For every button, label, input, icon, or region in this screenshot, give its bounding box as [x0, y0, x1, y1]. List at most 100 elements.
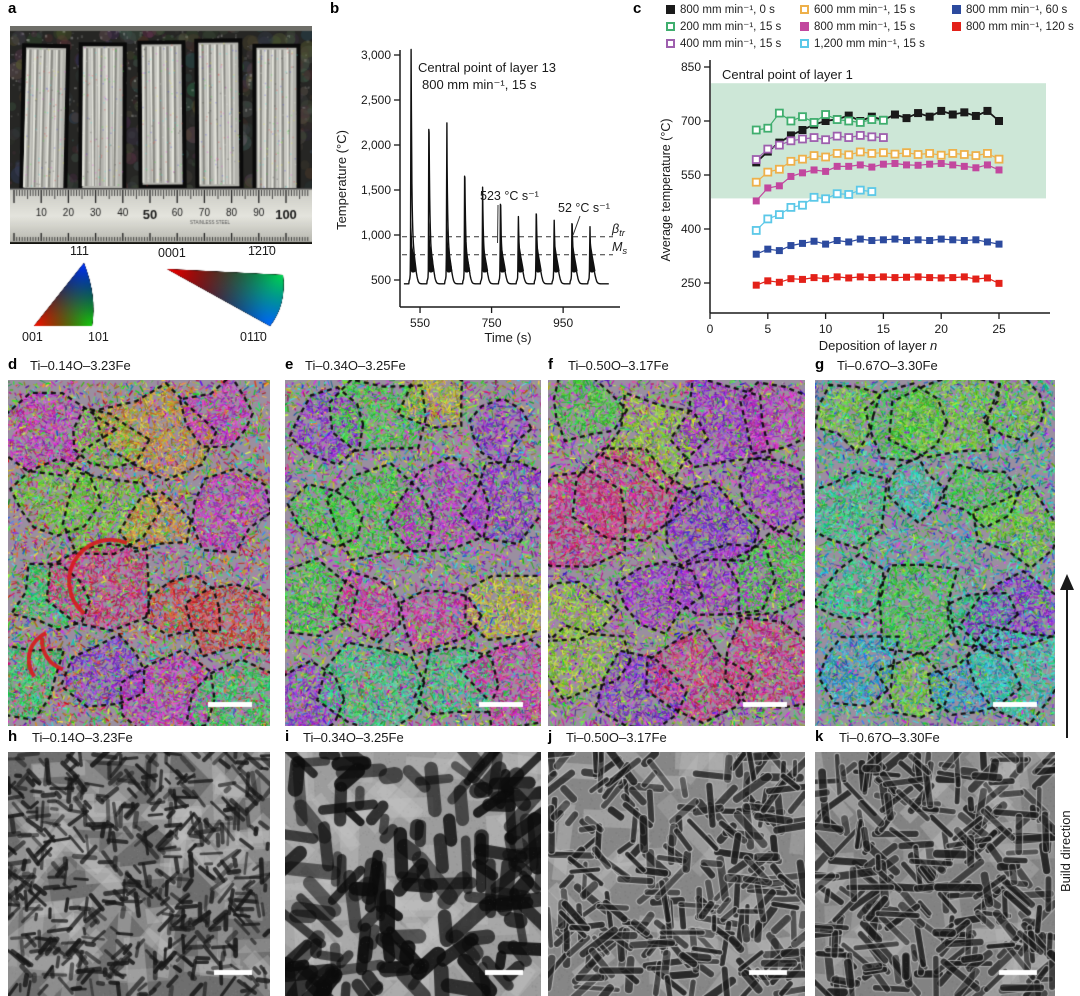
c-x-tick-label: 25 — [992, 322, 1006, 336]
c-marker — [948, 149, 958, 158]
c-marker — [995, 279, 1003, 287]
c-marker — [751, 155, 761, 164]
panel-f-title: Ti–0.50O–3.17Fe — [568, 358, 669, 373]
c-marker — [787, 242, 795, 250]
legend-label: 800 mm min⁻¹, 120 s — [966, 21, 1074, 33]
c-marker — [832, 131, 842, 141]
panel-f-label: f — [548, 356, 553, 373]
c-marker — [960, 273, 968, 281]
legend-item: 400 mm min⁻¹, 15 s — [666, 36, 781, 50]
c-marker — [867, 187, 877, 196]
c-y-tick-label: 550 — [681, 168, 701, 182]
b-temperature-curve — [403, 48, 610, 285]
ipf-hex-label-0001: 0001 — [158, 246, 186, 260]
c-marker — [867, 149, 877, 158]
c-marker — [995, 240, 1003, 248]
c-marker — [844, 190, 854, 199]
b-x-tick-label: 550 — [410, 316, 430, 330]
legend-item: 1,200 mm min⁻¹, 15 s — [800, 36, 925, 50]
c-marker — [936, 150, 946, 160]
panel-c-chart: 250 400 550 700 850 0 5 10 15 20 25 Deposition of l… — [659, 60, 1050, 353]
c-marker — [798, 112, 807, 122]
c-marker — [937, 274, 945, 282]
panel-h-label: h — [8, 728, 18, 745]
ipf-hex-label-1210: 1̄21̄0 — [248, 244, 276, 258]
c-marker — [821, 117, 830, 125]
b-y-tick-label: 500 — [371, 273, 391, 287]
c-marker — [925, 112, 934, 121]
c-marker — [913, 150, 923, 159]
sem-image-i — [285, 752, 541, 996]
c-marker — [845, 274, 853, 282]
c-marker — [809, 151, 819, 160]
c-marker — [971, 111, 980, 120]
c-marker — [902, 114, 911, 123]
c-marker — [821, 152, 831, 162]
build-direction-arrow-icon — [1060, 574, 1074, 738]
c-marker — [856, 273, 864, 281]
c-marker — [786, 202, 796, 212]
legend-label: 200 mm min⁻¹, 15 s — [680, 21, 782, 33]
c-marker — [798, 239, 806, 247]
build-direction-label: Build direction — [1058, 810, 1073, 892]
c-marker — [903, 273, 911, 281]
c-marker — [798, 134, 807, 144]
legend-item: 200 mm min⁻¹, 15 s — [666, 19, 781, 33]
c-marker — [914, 273, 922, 281]
legend-marker-icon — [800, 4, 809, 14]
c-marker — [798, 200, 807, 210]
c-x-tick-label: 5 — [764, 322, 771, 336]
panel-g-label: g — [815, 356, 825, 373]
c-marker — [903, 161, 911, 169]
legend-item: 800 mm min⁻¹, 15 s — [800, 19, 925, 33]
legend-label: 800 mm min⁻¹, 0 s — [680, 4, 775, 16]
c-y-tick-label: 250 — [681, 276, 701, 290]
c-x-tick-label: 10 — [819, 322, 833, 336]
ipf-cubic-key — [28, 258, 113, 333]
c-marker — [995, 117, 1003, 125]
c-marker — [751, 125, 761, 135]
c-marker — [833, 162, 841, 170]
c-marker — [891, 274, 899, 282]
legend-label: 600 mm min⁻¹, 15 s — [814, 4, 916, 16]
c-marker — [878, 148, 888, 158]
c-marker — [937, 106, 946, 115]
legend-item: 800 mm min⁻¹, 120 s — [952, 19, 1074, 33]
c-marker — [855, 118, 865, 127]
b-melt-pool-fill — [446, 217, 453, 273]
c-marker — [832, 189, 842, 199]
c-marker — [786, 116, 796, 126]
panel-i-title: Ti–0.34O–3.25Fe — [303, 730, 404, 745]
panel-a-label: a — [8, 0, 17, 17]
c-marker — [878, 115, 888, 125]
c-marker — [855, 147, 865, 157]
c-marker — [833, 273, 841, 281]
c-marker — [775, 182, 783, 190]
c-marker — [983, 106, 992, 115]
c-marker — [914, 109, 923, 118]
b-hline-label: βtr — [611, 222, 626, 239]
c-marker — [995, 166, 1003, 174]
c-marker — [845, 162, 853, 170]
c-marker — [937, 159, 945, 167]
c-marker — [855, 185, 865, 195]
panel-h-title: Ti–0.14O–3.23Fe — [32, 730, 133, 745]
c-marker — [822, 275, 830, 283]
c-marker — [821, 110, 831, 119]
legend-marker-icon — [666, 38, 675, 48]
c-marker — [983, 149, 992, 158]
b-y-tick-label: 2,000 — [361, 138, 391, 152]
c-series — [752, 273, 1003, 289]
b-melt-pool-fill — [499, 219, 507, 273]
b-y-tick-label: 2,500 — [361, 93, 391, 107]
c-marker — [914, 236, 922, 244]
c-marker — [822, 167, 830, 175]
b-y-tick-label: 1,000 — [361, 228, 391, 242]
c-marker — [775, 247, 783, 255]
b-melt-pool-fill — [571, 224, 578, 273]
c-marker — [821, 194, 831, 204]
c-marker — [832, 115, 842, 124]
c-marker — [983, 238, 991, 246]
c-marker — [774, 164, 784, 174]
